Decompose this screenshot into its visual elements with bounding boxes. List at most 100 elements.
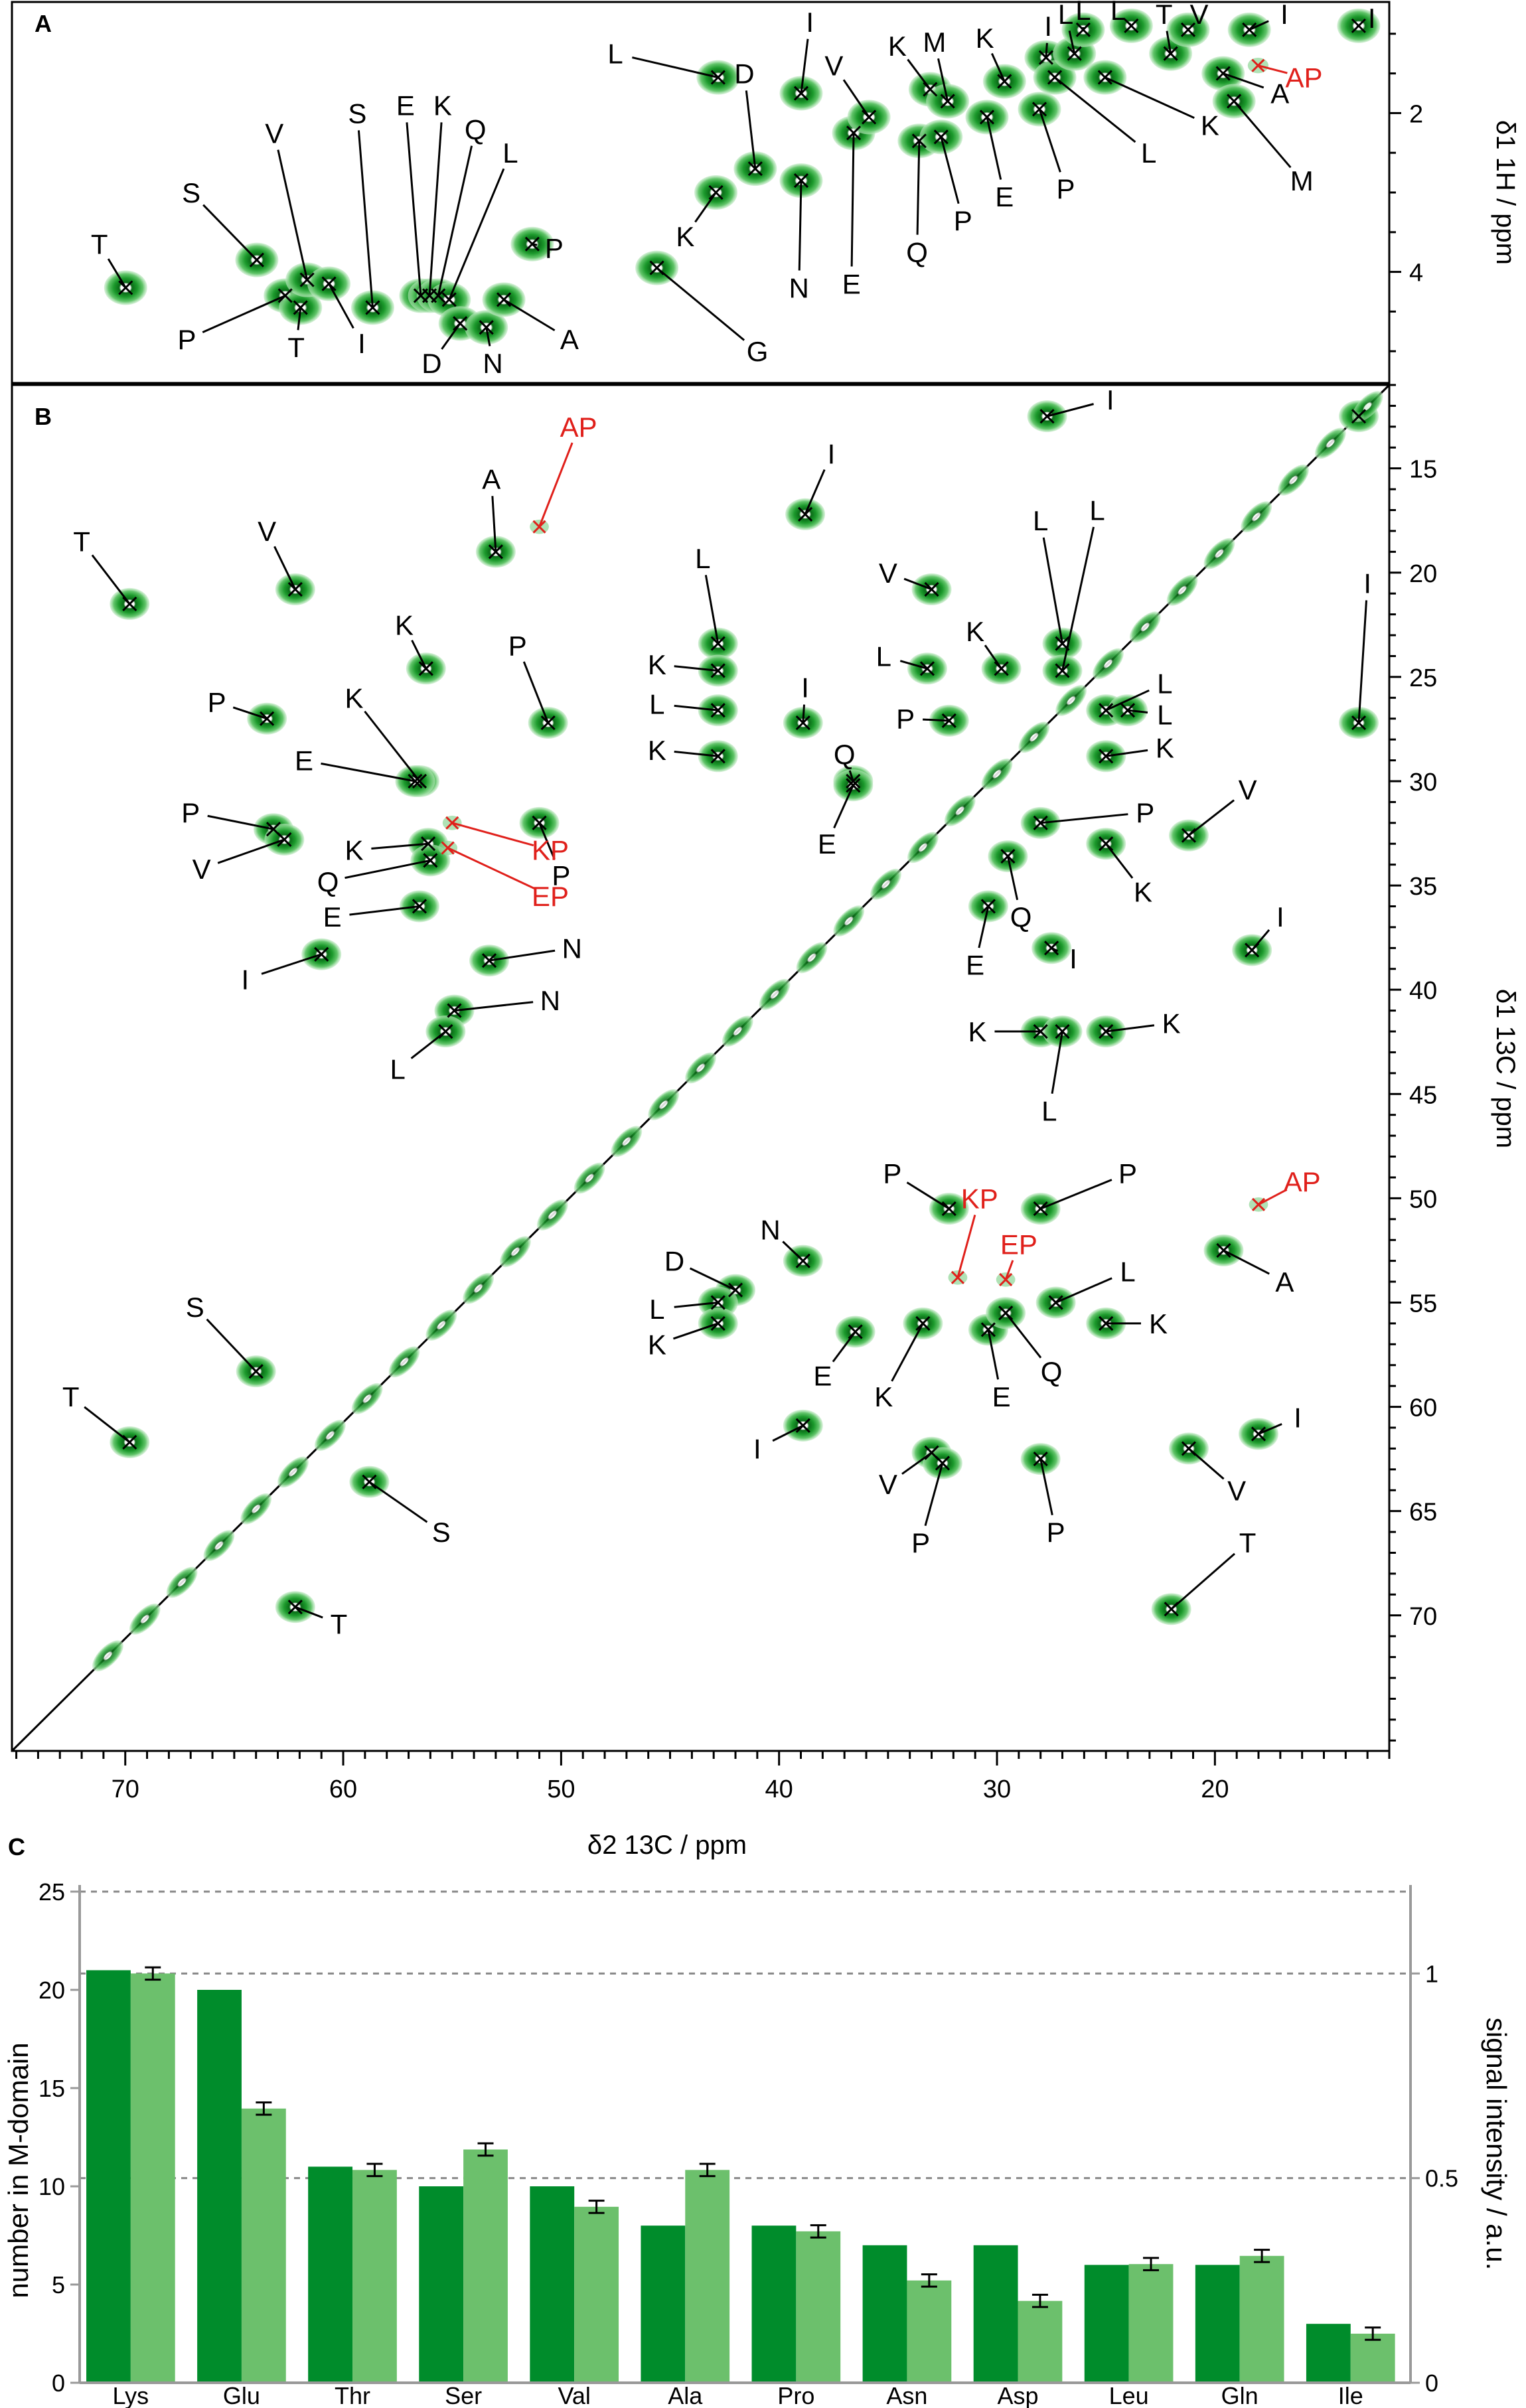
panel-b-letter: B <box>35 403 52 430</box>
panel-c-letter: C <box>8 1833 25 1860</box>
panel-c-bars: Lys Glu Thr Ser Val Ala Pro Asn Asp Leu Gln Ile <box>86 1966 1395 2408</box>
error-bar <box>1143 2257 1160 2271</box>
diagonal-contour <box>1166 574 1198 606</box>
bar-intensity <box>574 2206 619 2383</box>
peak-label: L <box>649 1294 664 1325</box>
label-leader-line <box>328 283 354 329</box>
label-leader-line <box>1105 843 1134 879</box>
label-leader-line <box>984 644 1002 670</box>
diagonal-contour <box>1129 611 1161 643</box>
bar-count <box>973 2245 1018 2383</box>
label-leader-line <box>1038 108 1061 173</box>
peak-label: N <box>540 985 560 1016</box>
bar-intensity <box>907 2280 952 2383</box>
peak-label: K <box>648 735 666 766</box>
label-leader-line <box>632 56 719 79</box>
label-leader-line <box>1055 1277 1112 1304</box>
label-leader-line <box>906 1181 950 1210</box>
label-leader-line <box>937 58 949 102</box>
label-leader-line <box>206 1318 257 1373</box>
peak-label: T <box>62 1381 80 1412</box>
peak-label: K <box>976 23 994 54</box>
peak-label: D <box>421 348 441 379</box>
label-leader-line <box>217 838 285 864</box>
category-label: Asp <box>998 2382 1039 2408</box>
label-leader-line <box>1039 1458 1053 1515</box>
label-leader-line <box>674 1301 718 1308</box>
label-leader-line <box>1188 799 1235 836</box>
label-leader-line <box>451 822 534 847</box>
peak-label: P <box>177 324 196 355</box>
peak-label: A <box>560 324 579 355</box>
peak-label: I <box>1368 3 1376 34</box>
peak-label: L <box>1157 699 1172 730</box>
label-leader-line <box>489 949 556 962</box>
label-leader-line <box>406 122 422 296</box>
label-leader-line <box>1004 1260 1014 1280</box>
panel-a-y-label: δ1 1H / ppm <box>1491 120 1520 265</box>
peak-label: A <box>1275 1266 1294 1298</box>
label-leader-line <box>1258 64 1288 74</box>
peak-label: L <box>876 640 891 672</box>
y-right-tick-label: 0.5 <box>1425 2165 1458 2192</box>
peak-label: K <box>1134 877 1152 908</box>
peak-label: E <box>842 269 861 300</box>
bar-count <box>419 2186 464 2383</box>
diagonal-contour <box>685 1052 716 1084</box>
peak-marker <box>1351 409 1367 424</box>
peak-label: K <box>433 90 452 121</box>
label-leader-line <box>364 710 421 782</box>
peak-label: I <box>753 1433 761 1464</box>
label-leader-line <box>1061 526 1095 671</box>
peak-label: EP <box>532 881 569 912</box>
label-leader-line <box>202 295 286 334</box>
diagonal-contour <box>1055 685 1087 716</box>
peak-label: E <box>295 745 313 777</box>
category-label: Gln <box>1221 2382 1259 2408</box>
y-left-tick-label: 10 <box>38 2173 65 2200</box>
diagonal-contour <box>833 905 865 937</box>
label-leader-line <box>297 307 302 331</box>
diagonal-contour <box>573 1162 605 1194</box>
label-leader-line <box>1223 1249 1270 1275</box>
diagonal-contour <box>759 978 791 1010</box>
label-leader-line <box>441 323 461 350</box>
label-leader-line <box>772 1424 804 1442</box>
peak-label: N <box>760 1215 780 1246</box>
diagonal-contour <box>722 1016 753 1047</box>
peak-label: T <box>331 1608 348 1639</box>
peak-label: Q <box>465 113 487 145</box>
label-leader-line <box>1127 709 1148 714</box>
label-leader-line <box>428 122 443 296</box>
peak-label: P <box>181 797 200 828</box>
diagonal-contour <box>648 1089 680 1120</box>
peak-label: N <box>789 273 809 304</box>
peak-label: N <box>562 933 582 964</box>
peak-label: I <box>1280 0 1288 30</box>
peak-label: M <box>1290 165 1314 196</box>
label-leader-line <box>538 822 556 860</box>
peak-label: P <box>1136 797 1154 828</box>
peak-label: P <box>552 860 570 891</box>
label-leader-line <box>924 1463 944 1527</box>
label-leader-line <box>91 554 131 605</box>
peak-label: S <box>348 98 366 129</box>
category-label: Asn <box>886 2382 927 2408</box>
label-leader-line <box>371 842 429 850</box>
label-leader-line <box>1051 1031 1063 1094</box>
label-leader-line <box>1040 1179 1112 1210</box>
y-tick-label: 15 <box>1409 456 1437 484</box>
peak-label: P <box>1118 1158 1137 1189</box>
peak-label: S <box>186 1292 204 1323</box>
y-tick-label: 55 <box>1409 1290 1437 1317</box>
diagonal-contour <box>351 1383 383 1414</box>
peak-label: P <box>545 233 564 264</box>
peak-label: L <box>1157 668 1172 699</box>
peak-label: E <box>992 1381 1011 1412</box>
label-leader-line <box>447 847 536 890</box>
peak-label: Q <box>1010 901 1032 933</box>
label-leader-line <box>1105 749 1148 757</box>
y-right-tick-label: 0 <box>1425 2370 1438 2397</box>
y-left-tick-label: 15 <box>38 2075 65 2102</box>
diagonal-contour <box>1018 721 1050 753</box>
